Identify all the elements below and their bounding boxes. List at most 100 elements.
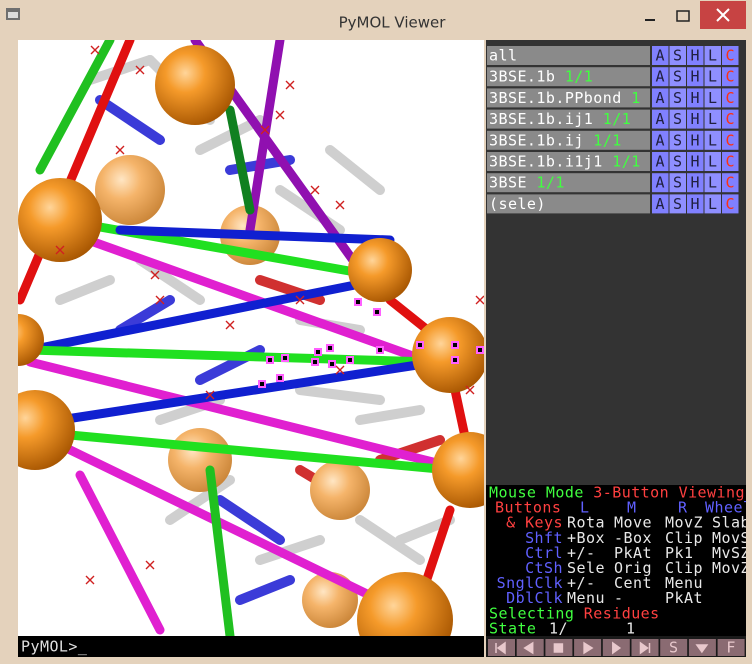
playback-icon xyxy=(639,641,651,655)
object-button[interactable] xyxy=(669,130,687,150)
object-button-label: S xyxy=(673,47,682,65)
object-button[interactable] xyxy=(722,88,739,108)
object-button[interactable] xyxy=(704,88,722,108)
object-button-label: L xyxy=(708,131,717,149)
mouse-mode-panel xyxy=(486,485,746,636)
object-button[interactable] xyxy=(722,130,739,150)
atom-sphere xyxy=(18,314,44,366)
object-name-field[interactable] xyxy=(487,173,650,193)
object-button[interactable] xyxy=(704,46,722,65)
object-button-label: A xyxy=(655,110,664,128)
water-cross xyxy=(260,125,270,135)
object-button[interactable] xyxy=(669,194,687,214)
object-button[interactable] xyxy=(722,194,739,214)
object-button[interactable] xyxy=(704,109,722,129)
object-button[interactable] xyxy=(687,46,704,65)
object-button[interactable] xyxy=(722,46,739,65)
mouse-mode-text: Menu xyxy=(567,589,605,607)
mouse-mode-text: 3-Button Viewing xyxy=(593,484,745,502)
atom-sphere xyxy=(432,432,484,508)
object-button-label: L xyxy=(708,47,717,65)
object-button[interactable] xyxy=(687,130,704,150)
mouse-mode-text: Residues xyxy=(584,604,660,622)
object-button[interactable] xyxy=(687,109,704,129)
bond-stick xyxy=(55,275,115,305)
playback-icon xyxy=(553,643,564,653)
object-name-field[interactable] xyxy=(487,109,650,129)
object-button[interactable] xyxy=(669,152,687,171)
object-name-field[interactable] xyxy=(487,152,650,171)
water-cross xyxy=(205,390,215,400)
mouse-mode-text: +Box xyxy=(567,529,605,547)
molecule-scene xyxy=(18,40,484,636)
object-button[interactable] xyxy=(704,173,722,193)
object-name: 3BSE.1b xyxy=(489,68,555,86)
bond-stick xyxy=(115,295,175,335)
playback-button[interactable] xyxy=(717,639,745,656)
object-button[interactable] xyxy=(669,67,687,87)
object-button[interactable] xyxy=(722,152,739,171)
object-button[interactable] xyxy=(652,88,669,108)
object-name: 3BSE.1b.i1j1 xyxy=(489,153,603,171)
object-button[interactable] xyxy=(687,194,704,214)
object-button-label: S xyxy=(673,68,682,86)
object-button[interactable] xyxy=(722,67,739,87)
object-button[interactable] xyxy=(652,194,669,214)
object-button[interactable] xyxy=(652,46,669,65)
name-field-cover xyxy=(650,109,652,129)
bond-stick xyxy=(25,345,435,367)
object-button[interactable] xyxy=(669,46,687,65)
object-name: all xyxy=(489,47,517,65)
mouse-mode-text: DblClk xyxy=(506,589,563,607)
minimize-button[interactable] xyxy=(645,19,655,21)
object-button-label: H xyxy=(690,195,699,213)
object-button[interactable] xyxy=(704,194,722,214)
mouse-mode-text: PkAt xyxy=(614,544,652,562)
object-name-field[interactable] xyxy=(487,130,650,150)
object-name-field[interactable] xyxy=(487,67,650,87)
object-name-field[interactable] xyxy=(487,194,650,214)
object-name-field[interactable] xyxy=(487,46,650,65)
object-button[interactable] xyxy=(722,173,739,193)
atom-sphere xyxy=(168,428,232,492)
selection-marker xyxy=(451,341,459,349)
object-button[interactable] xyxy=(652,173,669,193)
selection-marker xyxy=(328,360,336,368)
bond-stick xyxy=(25,275,385,355)
mouse-mode-text: +/- xyxy=(567,544,595,562)
mouse-mode-text: SnglClk xyxy=(497,574,563,592)
playback-icon xyxy=(523,641,534,655)
object-button-label: C xyxy=(725,195,734,213)
playback-button[interactable] xyxy=(660,639,688,656)
object-button[interactable] xyxy=(669,109,687,129)
name-field-cover xyxy=(650,88,652,108)
maximize-button[interactable] xyxy=(676,10,690,22)
object-button[interactable] xyxy=(687,152,704,171)
mouse-mode-text: Selecting xyxy=(489,604,574,622)
object-button[interactable] xyxy=(704,67,722,87)
object-button[interactable] xyxy=(669,88,687,108)
mouse-mode-text: Sele xyxy=(567,559,605,577)
object-button[interactable] xyxy=(687,67,704,87)
object-button[interactable] xyxy=(652,109,669,129)
object-button[interactable] xyxy=(652,67,669,87)
command-line[interactable] xyxy=(18,636,484,657)
mouse-mode-text: - xyxy=(614,589,623,607)
name-field-cover xyxy=(650,152,652,171)
object-button-label: H xyxy=(690,110,699,128)
object-name-field[interactable] xyxy=(487,88,650,108)
object-button[interactable] xyxy=(687,88,704,108)
object-button[interactable] xyxy=(652,152,669,171)
object-button[interactable] xyxy=(652,130,669,150)
bond-stick xyxy=(115,225,395,245)
object-button[interactable] xyxy=(722,109,739,129)
selection-marker xyxy=(276,374,284,382)
object-button[interactable] xyxy=(687,173,704,193)
bond-stick xyxy=(75,470,165,635)
object-button[interactable] xyxy=(704,152,722,171)
water-cross xyxy=(85,575,95,585)
object-button[interactable] xyxy=(704,130,722,150)
object-button[interactable] xyxy=(669,173,687,193)
water-cross xyxy=(55,245,65,255)
object-button-label: L xyxy=(708,153,717,171)
